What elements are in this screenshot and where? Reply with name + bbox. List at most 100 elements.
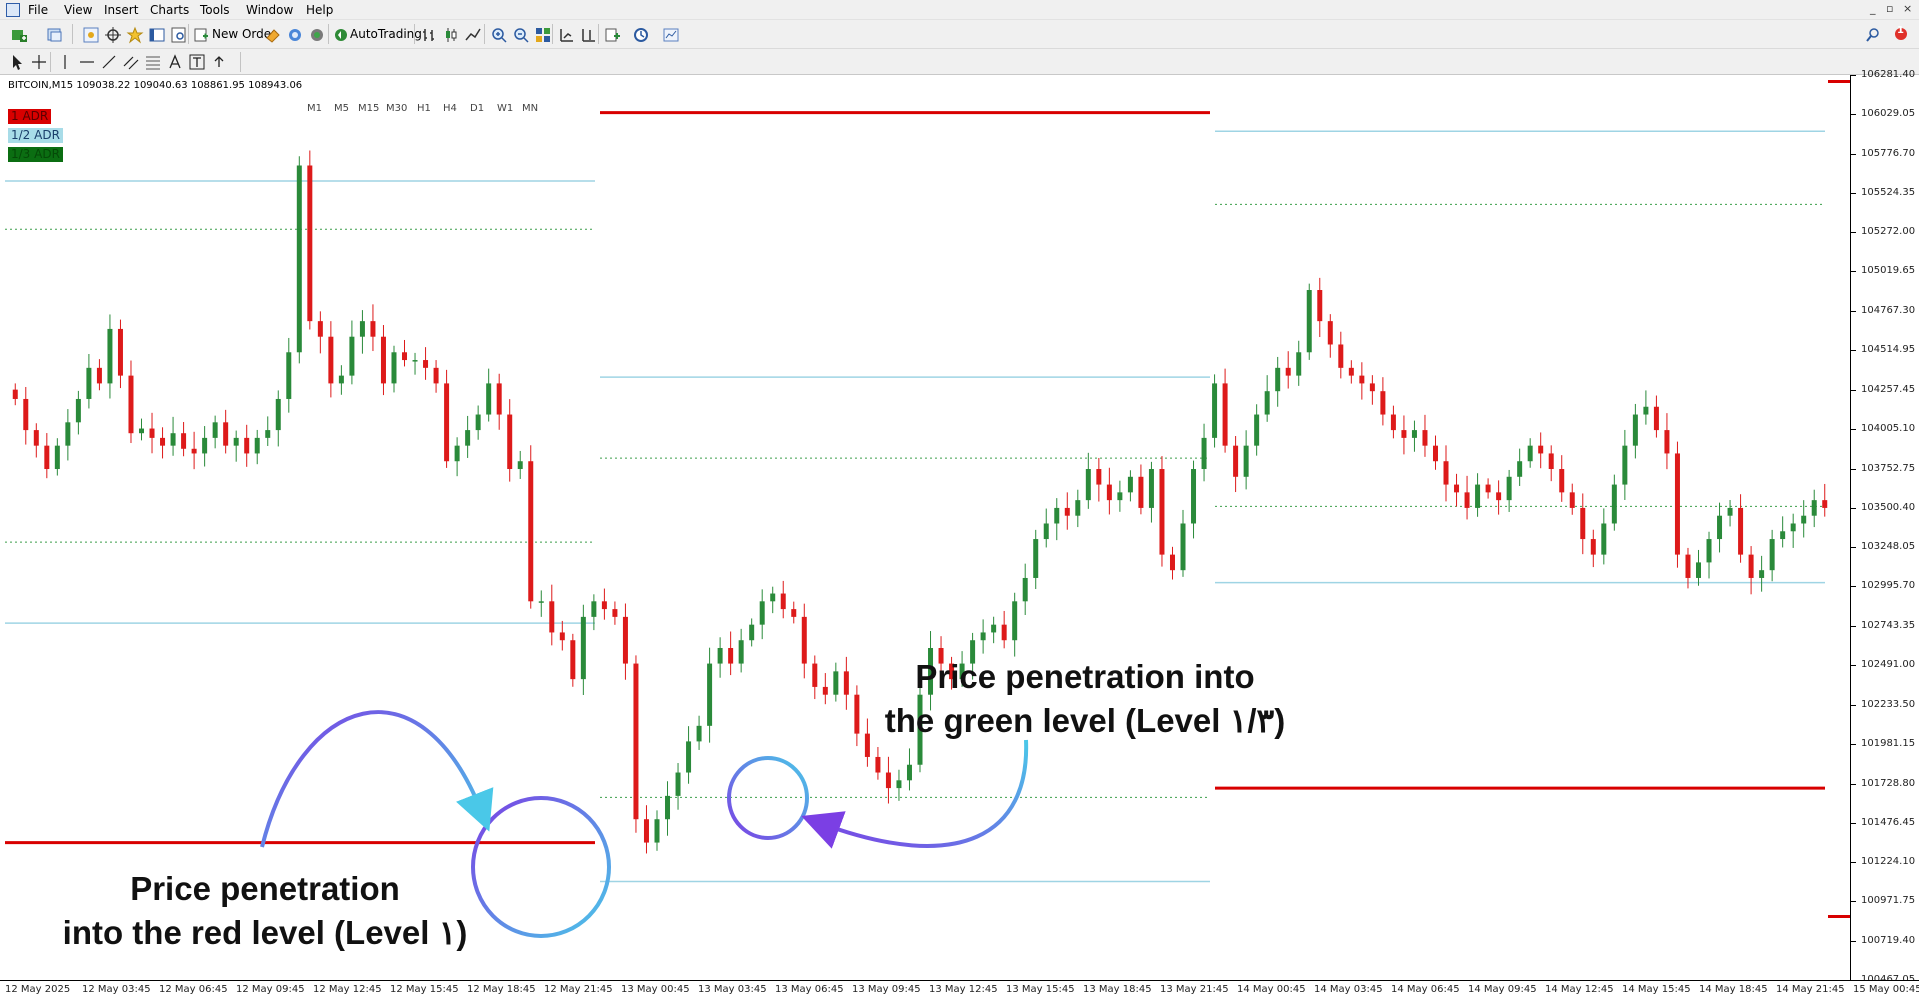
autoscroll-icon[interactable] — [556, 24, 578, 46]
trendline-icon[interactable] — [98, 51, 120, 73]
timeframe-m15[interactable]: M15 — [358, 103, 380, 114]
price-tick: 102995.70 — [1851, 580, 1919, 591]
profiles-icon[interactable] — [44, 24, 66, 46]
alerts-badge: 1 — [1897, 25, 1904, 36]
candle-body — [1233, 445, 1239, 477]
horizontal-line-icon[interactable] — [76, 51, 98, 73]
navigator-icon[interactable] — [124, 24, 146, 46]
candle-body — [791, 609, 797, 617]
market-watch-icon[interactable] — [80, 24, 102, 46]
adr-full-label: 1 ADR — [8, 109, 52, 124]
candle-body — [1012, 601, 1018, 641]
templates-icon[interactable] — [660, 24, 682, 46]
candle-body — [1790, 523, 1796, 532]
bar-chart-icon[interactable] — [418, 24, 440, 46]
candle-body — [1243, 445, 1249, 477]
alerts-icon[interactable] — [1888, 24, 1910, 46]
menu-insert[interactable]: Insert — [104, 3, 139, 17]
new-chart-icon[interactable] — [8, 24, 30, 46]
price-axis[interactable]: 106281.40 106029.05 105776.70 105524.35 1052… — [1850, 69, 1919, 985]
menu-file[interactable]: File — [28, 3, 49, 17]
time-tick: 12 May 2025 — [5, 984, 71, 995]
indicators-icon[interactable] — [602, 24, 624, 46]
time-axis[interactable]: 12 May 2025 12 May 03:45 12 May 06:45 12 Ma… — [0, 980, 1919, 996]
price-tick: 102491.00 — [1851, 659, 1919, 670]
text-icon[interactable] — [164, 51, 186, 73]
time-tick: 12 May 18:45 — [467, 984, 536, 995]
price-tick: 103248.05 — [1851, 541, 1919, 552]
candle-body — [1622, 445, 1628, 485]
timeframe-mn[interactable]: MN — [522, 103, 539, 114]
candle-body — [1191, 469, 1197, 524]
search-icon[interactable] — [1862, 24, 1884, 46]
candle-body — [149, 428, 155, 438]
restore-button[interactable]: ▫ — [1886, 2, 1894, 15]
menu-view[interactable]: View — [64, 3, 93, 17]
minimize-button[interactable]: _ — [1870, 2, 1876, 15]
price-tick: 104767.30 — [1851, 305, 1919, 316]
annotation-red-line-1: Price penetration — [130, 870, 400, 907]
candle-body — [1496, 492, 1502, 501]
annotation-green-line-2: the green level (Level ١/٣) — [884, 702, 1286, 739]
adr-half-label: 1/2 ADR — [8, 128, 63, 143]
text-label-icon[interactable] — [186, 51, 208, 73]
vertical-line-icon[interactable] — [54, 51, 76, 73]
tile-windows-icon[interactable] — [532, 24, 554, 46]
candle-body — [770, 593, 776, 602]
candle-body — [1822, 500, 1828, 508]
zoom-out-icon[interactable] — [510, 24, 532, 46]
timeframe-m5[interactable]: M5 — [334, 103, 349, 114]
time-tick: 12 May 15:45 — [390, 984, 459, 995]
adr-third-label: 1/3 ADR — [8, 147, 63, 162]
arrows-icon[interactable] — [210, 51, 232, 73]
new-order-icon[interactable] — [190, 24, 212, 46]
candle-body — [612, 609, 618, 617]
close-button[interactable]: × — [1903, 2, 1913, 15]
price-chart[interactable] — [0, 75, 1850, 980]
menu-charts[interactable]: Charts — [150, 3, 190, 17]
line-chart-icon[interactable] — [462, 24, 484, 46]
candle-body — [1285, 367, 1291, 376]
timeframe-m30[interactable]: M30 — [386, 103, 408, 114]
candle-body — [812, 663, 818, 687]
time-tick: 14 May 09:45 — [1468, 984, 1537, 995]
autotrading-icon[interactable] — [330, 24, 352, 46]
candle-body — [1748, 554, 1754, 578]
autotrading-button[interactable]: AutoTrading — [350, 27, 422, 41]
timeframe-w1[interactable]: W1 — [497, 103, 514, 114]
candle-body — [1117, 492, 1123, 501]
menu-help[interactable]: Help — [306, 3, 334, 17]
fibonacci-icon[interactable] — [142, 51, 164, 73]
crosshair-icon[interactable] — [28, 51, 50, 73]
time-tick: 14 May 15:45 — [1622, 984, 1691, 995]
menu-window[interactable]: Window — [246, 3, 294, 17]
zoom-in-icon[interactable] — [488, 24, 510, 46]
chart-shift-icon[interactable] — [578, 24, 600, 46]
candlesticks-icon[interactable] — [440, 24, 462, 46]
annotation-arrow-red — [260, 710, 494, 848]
signals-icon[interactable] — [284, 24, 306, 46]
terminal-icon[interactable] — [146, 24, 168, 46]
timeframe-m1[interactable]: M1 — [307, 103, 322, 114]
cursor-icon[interactable] — [6, 51, 28, 73]
metaeditor-icon[interactable] — [262, 24, 284, 46]
timeframe-d1[interactable]: D1 — [470, 103, 485, 114]
strategy-tester-icon[interactable] — [168, 24, 190, 46]
timeframe-h4[interactable]: H4 — [443, 103, 457, 114]
data-window-icon[interactable] — [102, 24, 124, 46]
menu-tools[interactable]: Tools — [200, 3, 230, 17]
candle-body — [1601, 523, 1607, 555]
candle-body — [570, 640, 576, 680]
chart-window[interactable]: BITCOIN,M15 109038.22 109040.63 108861.9… — [0, 69, 1919, 996]
periods-icon[interactable] — [630, 24, 652, 46]
channel-icon[interactable] — [120, 51, 142, 73]
market-icon[interactable] — [306, 24, 328, 46]
candle-body — [170, 433, 176, 446]
candle-body — [1759, 570, 1765, 578]
timeframe-h1[interactable]: H1 — [417, 103, 431, 114]
candle-body — [54, 445, 60, 470]
candle-body — [906, 764, 912, 781]
new-order-button[interactable]: New Order — [212, 27, 277, 41]
price-tick: 101224.10 — [1851, 856, 1919, 867]
candle-body — [1517, 461, 1523, 477]
